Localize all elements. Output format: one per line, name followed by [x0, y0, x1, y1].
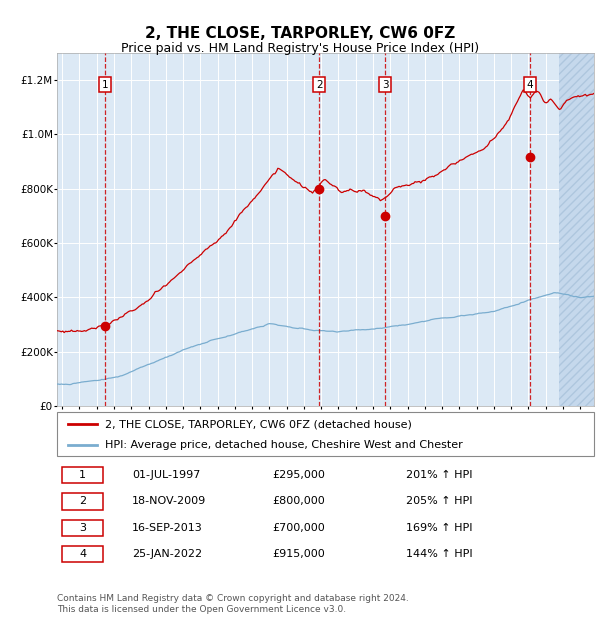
- Text: 144% ↑ HPI: 144% ↑ HPI: [406, 549, 473, 559]
- Text: £700,000: £700,000: [272, 523, 325, 533]
- Text: Price paid vs. HM Land Registry's House Price Index (HPI): Price paid vs. HM Land Registry's House …: [121, 42, 479, 55]
- Text: 4: 4: [79, 549, 86, 559]
- Text: 16-SEP-2013: 16-SEP-2013: [132, 523, 203, 533]
- Text: 25-JAN-2022: 25-JAN-2022: [132, 549, 202, 559]
- Bar: [62, 467, 103, 483]
- Text: 18-NOV-2009: 18-NOV-2009: [132, 497, 206, 507]
- Text: 2: 2: [316, 79, 322, 89]
- Text: £800,000: £800,000: [272, 497, 325, 507]
- Bar: [62, 546, 103, 562]
- Bar: [62, 520, 103, 536]
- Text: 3: 3: [382, 79, 389, 89]
- Bar: [62, 494, 103, 510]
- Text: 2, THE CLOSE, TARPORLEY, CW6 0FZ (detached house): 2, THE CLOSE, TARPORLEY, CW6 0FZ (detach…: [106, 420, 412, 430]
- Text: 2: 2: [79, 497, 86, 507]
- Text: 3: 3: [79, 523, 86, 533]
- Text: 1: 1: [102, 79, 109, 89]
- Text: 4: 4: [526, 79, 533, 89]
- Text: 1: 1: [79, 470, 86, 480]
- Text: £915,000: £915,000: [272, 549, 325, 559]
- Text: HPI: Average price, detached house, Cheshire West and Chester: HPI: Average price, detached house, Ches…: [106, 440, 463, 450]
- Text: Contains HM Land Registry data © Crown copyright and database right 2024.
This d: Contains HM Land Registry data © Crown c…: [57, 595, 409, 614]
- Text: 01-JUL-1997: 01-JUL-1997: [132, 470, 200, 480]
- Text: 201% ↑ HPI: 201% ↑ HPI: [406, 470, 473, 480]
- Text: 2, THE CLOSE, TARPORLEY, CW6 0FZ: 2, THE CLOSE, TARPORLEY, CW6 0FZ: [145, 26, 455, 41]
- Text: 169% ↑ HPI: 169% ↑ HPI: [406, 523, 473, 533]
- Text: 205% ↑ HPI: 205% ↑ HPI: [406, 497, 473, 507]
- Text: £295,000: £295,000: [272, 470, 325, 480]
